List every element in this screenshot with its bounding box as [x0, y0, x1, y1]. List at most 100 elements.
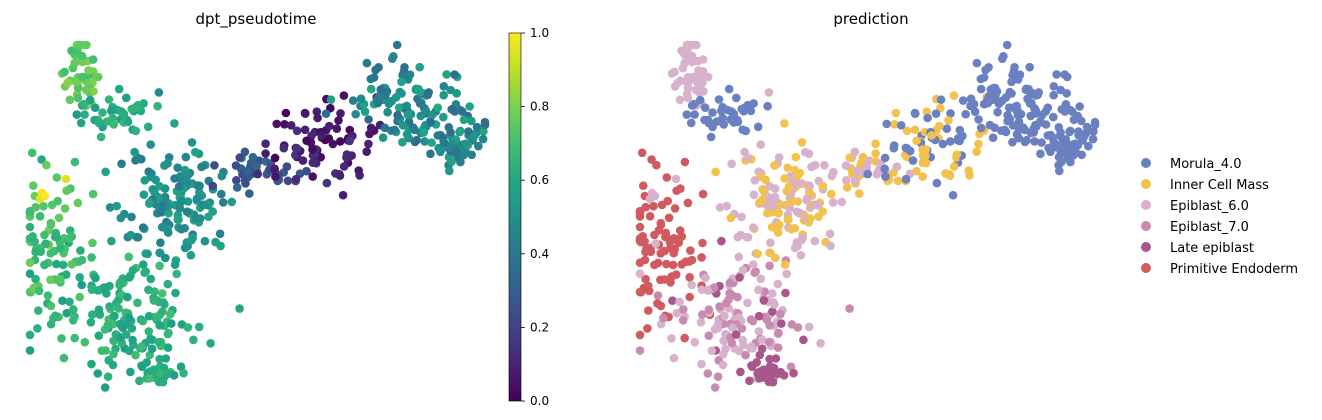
pseudotime-point	[173, 215, 183, 224]
prediction-point	[682, 77, 691, 87]
prediction-point	[750, 176, 760, 185]
pseudotime-point	[253, 169, 262, 179]
prediction-point	[708, 108, 717, 117]
prediction-point	[1060, 70, 1069, 79]
pseudotime-point	[46, 249, 55, 258]
prediction-point	[683, 93, 693, 103]
prediction-point	[1036, 149, 1045, 159]
prediction-point	[724, 84, 734, 94]
prediction-point	[765, 261, 774, 271]
prediction-point	[662, 233, 672, 242]
prediction-point	[750, 268, 759, 278]
pseudotime-point	[137, 342, 146, 351]
pseudotime-point	[130, 147, 139, 157]
prediction-point	[771, 354, 781, 363]
pseudotime-point	[240, 147, 250, 157]
prediction-point	[936, 95, 946, 104]
pseudotime-point	[338, 190, 348, 200]
pseudotime-point	[139, 190, 149, 199]
pseudotime-point	[121, 330, 131, 339]
pseudotime-point	[54, 213, 64, 223]
prediction-point	[1004, 103, 1014, 112]
pseudotime-point	[147, 344, 157, 354]
prediction-point	[717, 236, 726, 246]
prediction-point	[952, 150, 962, 159]
prediction-point	[765, 321, 774, 330]
prediction-point	[718, 360, 728, 370]
prediction-point	[650, 191, 660, 201]
prediction-point	[689, 99, 699, 109]
pseudotime-point	[68, 316, 78, 325]
pseudotime-point	[67, 46, 76, 55]
pseudotime-point	[232, 176, 241, 185]
pseudotime-point	[161, 354, 171, 363]
prediction-point	[768, 377, 778, 387]
pseudotime-point	[140, 268, 149, 278]
pseudotime-point	[105, 302, 114, 311]
pseudotime-point	[96, 132, 106, 142]
prediction-point	[720, 311, 729, 321]
prediction-legend: Morula_4.0 Inner Cell Mass Epiblast_6.0 Epi…	[1141, 157, 1298, 277]
prediction-point	[1012, 101, 1021, 111]
pseudotime-point	[144, 311, 154, 321]
pseudotime-point	[472, 122, 482, 132]
pseudotime-point	[183, 171, 192, 180]
pseudotime-point	[334, 116, 343, 125]
prediction-point	[1049, 112, 1058, 122]
pseudotime-point	[52, 233, 62, 242]
prediction-point	[725, 278, 735, 288]
prediction-point	[722, 298, 731, 308]
prediction-point	[773, 228, 783, 237]
pseudotime-point	[143, 122, 153, 132]
pseudotime-point	[308, 158, 318, 167]
pseudotime-point	[200, 236, 210, 246]
pseudotime-point	[122, 93, 131, 103]
pseudotime-point	[169, 371, 179, 380]
prediction-point	[698, 55, 708, 64]
pseudotime-point	[70, 58, 79, 68]
prediction-point	[759, 365, 768, 375]
prediction-point	[927, 131, 936, 140]
colorbar-tick-label: 0.6	[530, 173, 549, 187]
prediction-point	[733, 292, 742, 302]
prediction-point	[1084, 141, 1093, 151]
prediction-point	[964, 166, 973, 175]
pseudotime-point	[149, 365, 158, 375]
pseudotime-point	[80, 110, 89, 119]
prediction-point	[1049, 138, 1059, 147]
pseudotime-point	[217, 189, 226, 199]
pseudotime-point	[458, 107, 467, 116]
pseudotime-point	[364, 115, 373, 124]
prediction-point	[749, 260, 758, 269]
prediction-point	[682, 110, 692, 119]
prediction-point	[787, 224, 796, 234]
prediction-point	[639, 181, 648, 190]
pseudotime-point	[172, 269, 181, 279]
pseudotime-point	[364, 139, 373, 149]
pseudotime-point	[208, 207, 217, 216]
prediction-point	[704, 331, 714, 341]
pseudotime-point	[187, 138, 197, 147]
prediction-point	[743, 298, 752, 308]
pseudotime-point	[362, 58, 372, 68]
pseudotime-point	[467, 150, 477, 160]
pseudotime-point	[25, 258, 35, 268]
pseudotime-point	[110, 311, 119, 321]
pseudotime-point	[126, 230, 136, 240]
prediction-point	[677, 232, 687, 241]
prediction-point	[931, 109, 941, 118]
pseudotime-point	[73, 198, 83, 208]
pseudotime-point	[97, 346, 107, 356]
pseudotime-point	[156, 238, 165, 247]
pseudotime-point	[195, 181, 204, 191]
prediction-point	[1082, 122, 1092, 132]
prediction-point	[966, 94, 976, 103]
pseudotime-point	[69, 305, 78, 314]
pseudotime-point	[84, 66, 93, 75]
pseudotime-point	[362, 147, 372, 156]
pseudotime-point	[398, 137, 407, 147]
prediction-point	[1077, 116, 1086, 126]
prediction-point	[799, 335, 808, 345]
legend-label: Inner Cell Mass	[1170, 178, 1269, 193]
pseudotime-point	[187, 235, 196, 245]
